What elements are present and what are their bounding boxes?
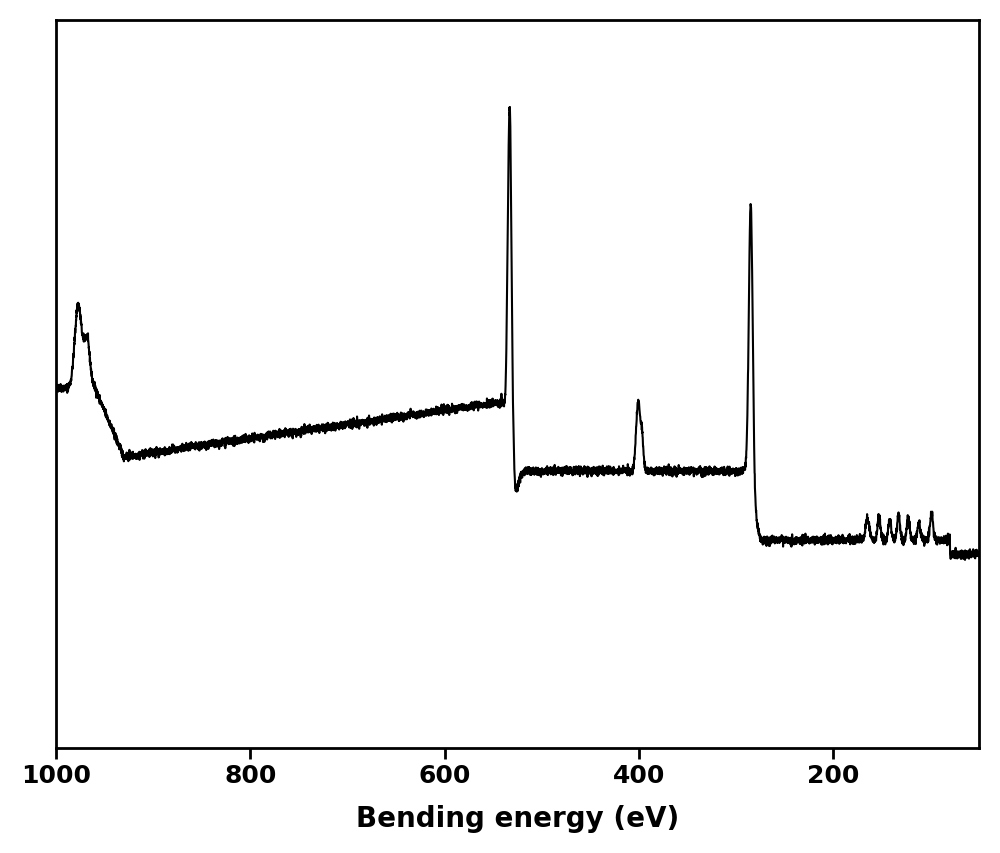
X-axis label: Bending energy (eV): Bending energy (eV) bbox=[356, 804, 679, 833]
